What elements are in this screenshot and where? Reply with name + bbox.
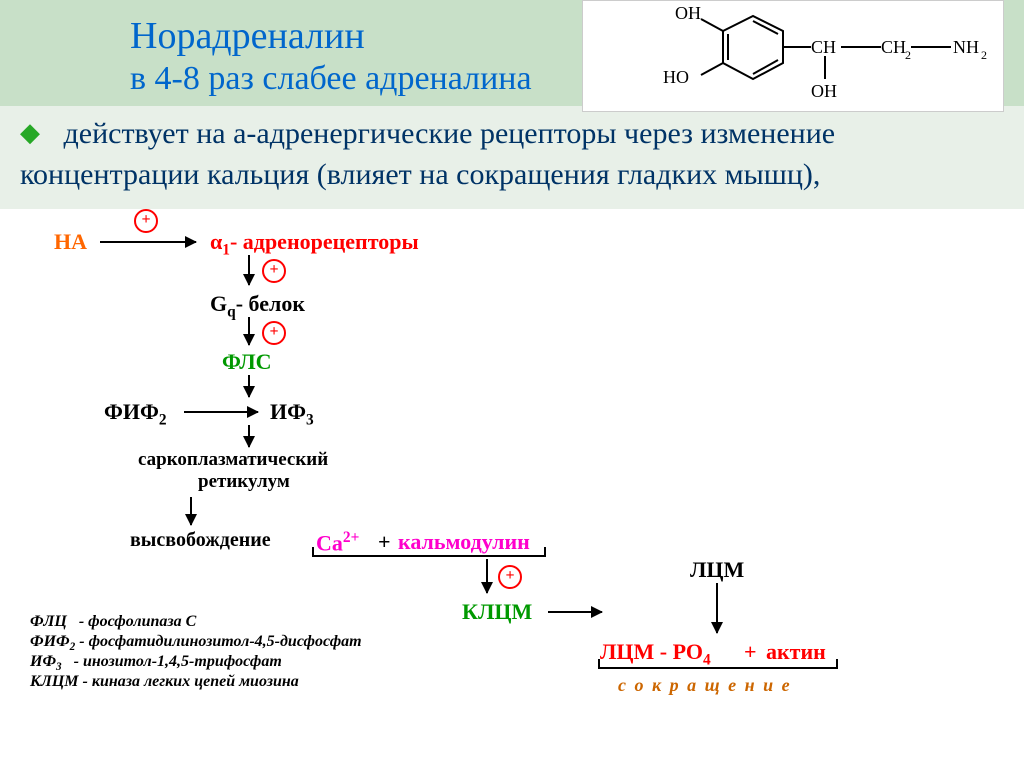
plus-icon: +	[498, 565, 522, 589]
arrow-alpha-gq	[248, 255, 250, 285]
legend-row-0: ФЛЦ - фосфолипаза С	[30, 613, 196, 631]
arrow-na-alpha	[100, 241, 196, 243]
arrow-if3-sarco	[248, 425, 250, 447]
legend-row-3: КЛЦМ - киназа легких цепей миозина	[30, 673, 299, 691]
arrow-fif-if3	[184, 411, 258, 413]
node-if3: ИФ3	[270, 399, 314, 429]
svg-text:HO: HO	[663, 67, 689, 87]
svg-text:2: 2	[905, 48, 911, 62]
arrow-klcm-right	[548, 611, 602, 613]
bullet-section: ◆ действует на а-адренергические рецепто…	[0, 106, 1024, 209]
node-lcm-po4: ЛЦМ - РО4	[600, 639, 711, 669]
arrow-sarco-release	[190, 497, 192, 525]
node-fif2: ФИФ2	[104, 399, 167, 429]
node-alpha: α1- адренорецепторы	[210, 229, 419, 259]
legend-row-2: ИФ3 - инозитол-1,4,5-трифосфат	[30, 653, 282, 673]
node-sarco-2: ретикулум	[198, 471, 290, 493]
svg-text:CH: CH	[881, 37, 906, 57]
arrow-brace-klcm	[486, 559, 488, 593]
svg-text:OH: OH	[675, 3, 701, 23]
svg-text:CH: CH	[811, 37, 836, 57]
legend-row-1: ФИФ2 - фосфатидилинозитол-4,5-дисфосфат	[30, 633, 362, 653]
node-ca2: Са2+	[316, 529, 359, 556]
svg-text:2: 2	[981, 48, 987, 62]
brace-contraction	[598, 667, 838, 669]
svg-text:NH: NH	[953, 37, 979, 57]
node-gprotein: Gq- белок	[210, 291, 305, 321]
header-section: Норадреналин в 4-8 раз слабее адреналина…	[0, 0, 1024, 106]
node-klcm: КЛЦМ	[462, 599, 532, 625]
plus-icon: +	[262, 259, 286, 283]
node-calmodulin: кальмодулин	[398, 529, 530, 555]
node-actin: актин	[766, 639, 826, 665]
brace-ca-calmodulin	[312, 555, 546, 557]
chemical-structure: OH HO CH OH CH 2 NH 2	[582, 0, 1004, 112]
bullet-text: действует на а-адренергические рецепторы…	[20, 117, 835, 191]
node-contraction: с о к р а щ е н и е	[618, 675, 792, 696]
node-release: высвобождение	[130, 529, 271, 552]
bullet-icon: ◆	[20, 118, 40, 147]
arrow-lcm-down	[716, 583, 718, 633]
node-plus-1: +	[378, 529, 391, 555]
plus-icon: +	[134, 209, 158, 233]
svg-text:OH: OH	[811, 81, 837, 101]
arrow-gq-fls	[248, 317, 250, 345]
signaling-diagram: НА + α1- адренорецепторы + Gq- белок + Ф…	[0, 209, 1024, 729]
node-sarco-1: саркоплазматический	[138, 449, 328, 471]
node-na: НА	[54, 229, 87, 255]
node-lcm: ЛЦМ	[690, 557, 744, 583]
arrow-fls-down	[248, 375, 250, 397]
plus-icon: +	[262, 321, 286, 345]
node-plus-2: +	[744, 639, 757, 665]
node-fls: ФЛС	[222, 349, 272, 375]
